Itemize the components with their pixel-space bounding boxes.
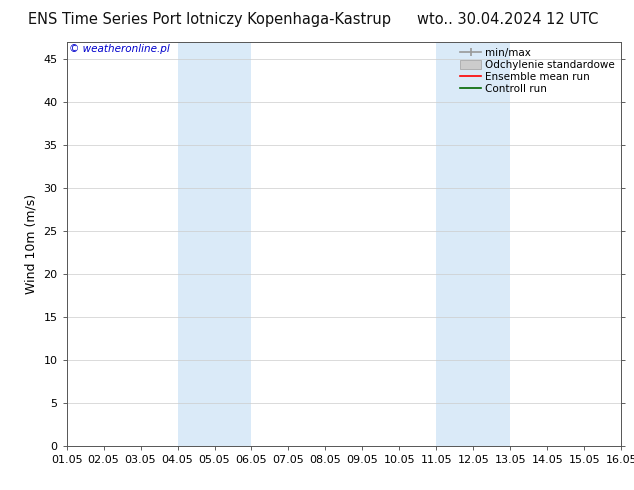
Text: ENS Time Series Port lotniczy Kopenhaga-Kastrup: ENS Time Series Port lotniczy Kopenhaga-…: [28, 12, 391, 27]
Y-axis label: Wind 10m (m/s): Wind 10m (m/s): [25, 194, 38, 294]
Bar: [178, 42, 252, 446]
Text: wto.. 30.04.2024 12 UTC: wto.. 30.04.2024 12 UTC: [417, 12, 598, 27]
Text: © weatheronline.pl: © weatheronline.pl: [69, 44, 170, 54]
Bar: [436, 42, 510, 446]
Legend: min/max, Odchylenie standardowe, Ensemble mean run, Controll run: min/max, Odchylenie standardowe, Ensembl…: [457, 45, 618, 98]
